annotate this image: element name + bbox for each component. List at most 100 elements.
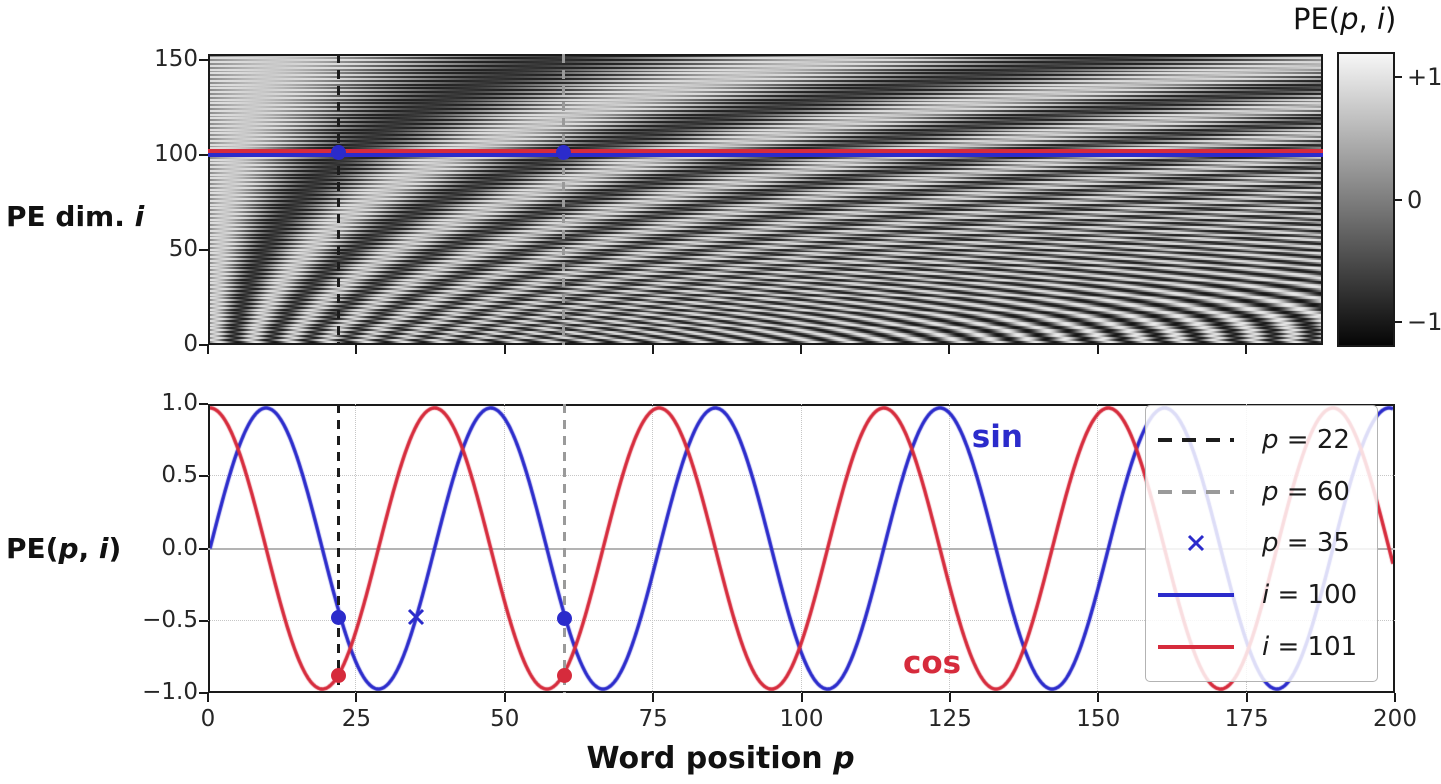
legend-label: i = 100 bbox=[1262, 580, 1357, 610]
lineplot-xtick-label: 175 bbox=[1224, 706, 1269, 732]
lineplot-xtick bbox=[800, 693, 803, 702]
lineplot-ytick bbox=[199, 692, 208, 694]
marker-sin-p22 bbox=[331, 610, 347, 626]
label-text: , bbox=[1358, 2, 1377, 36]
label-text: PE( bbox=[1293, 2, 1341, 36]
heatmap-ytick bbox=[199, 344, 208, 346]
heatmap-ytick bbox=[199, 58, 208, 61]
lineplot-ytick-label: 0.5 bbox=[161, 462, 198, 489]
label-text: ) bbox=[1385, 2, 1397, 36]
colorbar-title: PE(p, i) bbox=[1293, 2, 1396, 36]
label-text: = 101 bbox=[1269, 632, 1358, 663]
heatmap-xtick bbox=[207, 345, 209, 354]
legend-swatch bbox=[1146, 489, 1246, 494]
lineplot-xtick bbox=[652, 693, 655, 702]
heatmap-axes bbox=[208, 54, 1323, 345]
lineplot-xtick bbox=[1394, 693, 1396, 702]
legend-dash-swatch bbox=[1158, 437, 1234, 442]
lineplot-xtick-label: 125 bbox=[927, 706, 972, 732]
label-var: p bbox=[58, 532, 79, 565]
annotation-sin: sin bbox=[971, 419, 1023, 456]
label-text: = 35 bbox=[1278, 528, 1350, 559]
lineplot-xtick bbox=[1245, 693, 1248, 702]
label-var: i bbox=[1262, 580, 1270, 611]
label-text: = 60 bbox=[1278, 476, 1350, 507]
heatmap-ylabel: PE dim. i bbox=[6, 200, 144, 233]
label-text: PE( bbox=[6, 532, 59, 565]
colorbar-tick bbox=[1395, 198, 1402, 201]
lineplot-xtick-label: 200 bbox=[1373, 706, 1417, 732]
lineplot-xtick-label: 25 bbox=[341, 706, 372, 732]
legend-swatch bbox=[1146, 437, 1246, 442]
label-var: i bbox=[1262, 632, 1270, 663]
lineplot-vline-p60 bbox=[562, 404, 566, 693]
legend-line-swatch bbox=[1158, 645, 1234, 650]
heatmap-vline-p60 bbox=[562, 54, 566, 345]
lineplot-xtick bbox=[503, 693, 506, 702]
legend-label: i = 101 bbox=[1262, 632, 1357, 662]
lineplot-xtick bbox=[207, 693, 209, 702]
label-text: PE dim. bbox=[6, 200, 135, 233]
legend-item: p = 22 bbox=[1146, 415, 1377, 465]
heatmap-hline-i101 bbox=[208, 148, 1323, 153]
heatmap-xtick bbox=[355, 345, 358, 354]
lineplot-ytick bbox=[199, 619, 208, 622]
lineplot-xtick-label: 100 bbox=[779, 706, 824, 732]
lineplot-xtick-label: 50 bbox=[490, 706, 520, 732]
legend-dash-swatch bbox=[1158, 489, 1234, 494]
label-var: p bbox=[1262, 476, 1279, 507]
legend-label: p = 22 bbox=[1262, 425, 1350, 455]
lineplot-xtick bbox=[948, 693, 951, 702]
heatmap-ytick-label: 100 bbox=[154, 140, 198, 167]
lineplot-xtick-label: 75 bbox=[638, 706, 668, 732]
heatmap-ytick-label: 50 bbox=[168, 235, 198, 262]
heatmap-xtick bbox=[503, 345, 506, 354]
annotation-cos: cos bbox=[903, 644, 962, 681]
legend-swatch bbox=[1146, 533, 1246, 553]
legend-label: p = 35 bbox=[1262, 528, 1350, 558]
legend-swatch bbox=[1146, 593, 1246, 598]
colorbar-tick-label: 0 bbox=[1407, 185, 1423, 214]
legend-item: p = 35 bbox=[1146, 518, 1377, 568]
lineplot-ytick-label: −1.0 bbox=[142, 679, 198, 705]
label-text: = 22 bbox=[1278, 424, 1350, 455]
label-var: i bbox=[134, 200, 145, 233]
label-var: i bbox=[98, 532, 109, 565]
lineplot-xlabel: Word position p bbox=[0, 741, 1441, 776]
legend-label: p = 60 bbox=[1262, 477, 1350, 507]
x-marker-icon bbox=[407, 608, 424, 625]
lineplot-xtick bbox=[355, 693, 358, 702]
lineplot-ytick-label: 0.0 bbox=[161, 534, 198, 561]
label-var: p bbox=[1262, 528, 1279, 559]
heatmap-vline-p22 bbox=[336, 54, 340, 345]
heatmap-xtick bbox=[1096, 345, 1099, 354]
lineplot-ylabel: PE(p, i) bbox=[6, 532, 121, 565]
colorbar-tick bbox=[1395, 321, 1402, 324]
lineplot-ytick bbox=[199, 475, 208, 478]
heatmap-hline-i100 bbox=[208, 152, 1323, 157]
heatmap-ytick bbox=[199, 153, 208, 156]
legend-line-swatch bbox=[1158, 593, 1234, 598]
lineplot-xtick-label: 150 bbox=[1076, 706, 1121, 732]
legend-item: i = 101 bbox=[1146, 622, 1377, 672]
lineplot-ytick-label: −0.5 bbox=[142, 606, 198, 633]
heatmap-xtick bbox=[651, 345, 654, 354]
label-var: p bbox=[1340, 2, 1359, 36]
heatmap-point-p22 bbox=[330, 145, 346, 161]
label-text: Word position bbox=[586, 741, 834, 776]
lineplot-ytick bbox=[199, 403, 208, 405]
label-var: p bbox=[1262, 424, 1279, 455]
heatmap-ytick-label: 0 bbox=[183, 331, 198, 357]
colorbar-tick-label: −1 bbox=[1407, 308, 1441, 337]
heatmap-ytick bbox=[199, 248, 208, 251]
heatmap-xtick bbox=[948, 345, 951, 354]
label-var: i bbox=[1376, 2, 1386, 36]
x-marker-icon bbox=[1187, 535, 1205, 552]
heatmap-canvas bbox=[210, 56, 1321, 343]
lineplot-vline-p22 bbox=[337, 404, 341, 693]
lineplot-xtick-label: 0 bbox=[200, 706, 216, 732]
legend-item: p = 60 bbox=[1146, 467, 1377, 517]
label-text: , bbox=[78, 532, 99, 565]
heatmap-xtick bbox=[1244, 345, 1247, 354]
